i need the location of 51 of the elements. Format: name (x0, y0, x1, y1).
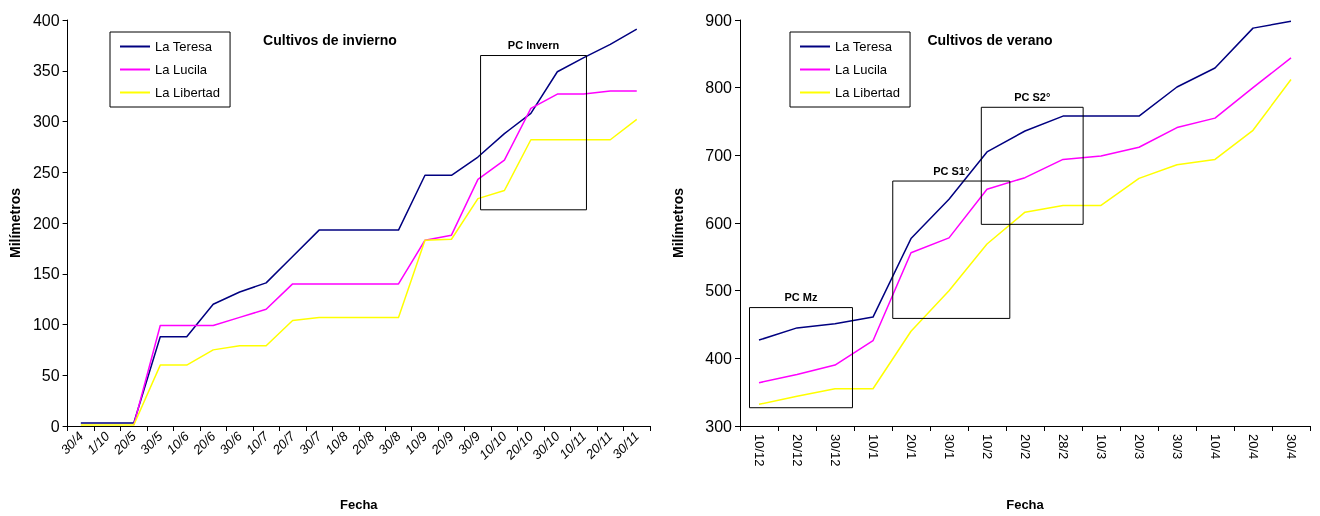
y-tick-label: 350 (32, 62, 60, 80)
y-tick-label: 900 (705, 11, 733, 29)
line-series (758, 20, 1292, 341)
y-tick-label: 250 (32, 163, 60, 181)
legend-label: La Lucila (155, 62, 208, 77)
y-tick-label: 800 (705, 79, 733, 97)
legend-label: La Teresa (835, 39, 893, 54)
line-series (80, 118, 638, 426)
x-tick-label: 10/3 (1093, 434, 1109, 460)
y-tick-label: 150 (32, 265, 60, 283)
y-tick-label: 400 (32, 11, 60, 29)
x-tick-label: 10/2 (979, 434, 995, 460)
x-axis-title: Fecha (340, 497, 379, 512)
y-tick-label: 300 (32, 113, 60, 130)
x-tick-label: 30/1 (941, 434, 957, 460)
y-tick-label: 100 (32, 316, 60, 333)
y-tick-label: 200 (32, 214, 60, 232)
x-tick-label: 30/4 (1283, 434, 1299, 460)
annotation: PC Mz (784, 291, 818, 304)
y-tick-label: 500 (705, 282, 733, 300)
text: Cultivos de verano (927, 32, 1053, 48)
x-tick-label: 28/2 (1055, 434, 1071, 460)
y-tick-label: 600 (705, 214, 733, 232)
x-tick-label: 30/12 (827, 434, 843, 467)
x-tick-label: 10/4 (1207, 434, 1223, 460)
text: Cultivos de invierno (263, 32, 397, 48)
annotation: PC Invern (507, 39, 560, 52)
x-tick-label: 20/1 (903, 434, 919, 460)
legend-label: La Libertad (835, 85, 901, 100)
x-tick-label: 20/2 (1017, 434, 1033, 460)
annotation: PC S1° (933, 164, 970, 177)
x-tick-label: 20/4 (1245, 434, 1261, 460)
y-tick-label: 300 (705, 417, 733, 435)
legend-label: La Libertad (155, 85, 221, 100)
x-tick-label: 10/12 (751, 434, 767, 467)
y-tick-label: 400 (705, 349, 733, 367)
x-tick-label: 10/1 (865, 434, 881, 460)
y-axis-title: Milímetros (670, 187, 686, 259)
x-tick-label: 30/3 (1169, 434, 1185, 460)
y-axis-title: Milímetros (7, 187, 23, 259)
y-tick-label: 700 (705, 146, 733, 164)
line-series (133, 90, 638, 426)
x-tick-label: 20/12 (789, 434, 805, 467)
line-series (80, 28, 638, 424)
legend-label: La Teresa (155, 39, 213, 54)
annotation: PC S2° (1014, 90, 1051, 103)
x-axis-title: Fecha (1006, 497, 1045, 512)
y-tick-label: 50 (41, 366, 60, 384)
x-tick-label: 20/3 (1131, 434, 1147, 460)
legend-label: La Lucila (835, 62, 888, 77)
y-tick-label: 0 (50, 417, 60, 435)
